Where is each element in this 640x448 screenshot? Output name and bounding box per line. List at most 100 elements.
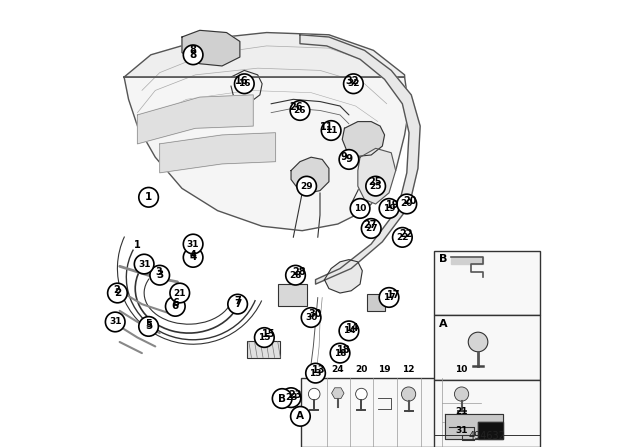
Text: 25: 25 xyxy=(369,181,382,191)
Text: 32: 32 xyxy=(347,79,360,88)
Text: 3: 3 xyxy=(156,267,162,276)
Text: 21: 21 xyxy=(173,289,186,297)
Circle shape xyxy=(397,194,417,214)
Text: 4: 4 xyxy=(189,252,196,263)
Circle shape xyxy=(170,283,189,303)
Circle shape xyxy=(321,121,341,140)
Text: 29: 29 xyxy=(300,181,313,191)
Text: 8: 8 xyxy=(189,45,196,56)
Text: 8: 8 xyxy=(189,50,196,60)
Text: 10: 10 xyxy=(456,365,468,374)
Text: 13: 13 xyxy=(309,369,322,378)
Text: 494632: 494632 xyxy=(468,431,506,441)
Text: 23: 23 xyxy=(288,389,301,400)
Text: 25: 25 xyxy=(368,177,381,187)
Text: 1: 1 xyxy=(145,192,152,202)
Text: 7: 7 xyxy=(234,296,241,306)
Text: 9: 9 xyxy=(346,155,353,164)
Text: 14: 14 xyxy=(346,323,359,333)
Polygon shape xyxy=(124,33,404,77)
Circle shape xyxy=(330,343,350,363)
Text: 15: 15 xyxy=(262,329,276,340)
Text: 31: 31 xyxy=(138,259,150,268)
Circle shape xyxy=(454,387,468,401)
Bar xyxy=(433,251,540,315)
Circle shape xyxy=(183,248,203,267)
Text: 13: 13 xyxy=(312,365,326,375)
Polygon shape xyxy=(124,77,409,231)
Text: 14: 14 xyxy=(342,326,355,336)
Text: 7: 7 xyxy=(234,299,241,309)
Text: 23: 23 xyxy=(285,393,298,402)
Text: 27: 27 xyxy=(365,224,378,233)
Circle shape xyxy=(308,388,320,400)
Circle shape xyxy=(183,234,203,254)
Text: 5: 5 xyxy=(145,319,152,329)
Text: 5: 5 xyxy=(145,321,152,332)
Text: 28: 28 xyxy=(292,267,306,277)
Text: 15: 15 xyxy=(258,333,271,342)
Circle shape xyxy=(255,328,274,347)
Bar xyxy=(433,380,540,447)
Text: A: A xyxy=(439,319,447,329)
Circle shape xyxy=(380,198,399,218)
Circle shape xyxy=(108,283,127,303)
Text: 12: 12 xyxy=(403,365,415,374)
Circle shape xyxy=(234,74,254,94)
Text: 9: 9 xyxy=(341,152,348,162)
Text: 26: 26 xyxy=(290,102,303,112)
Polygon shape xyxy=(332,388,344,399)
Text: 29: 29 xyxy=(308,365,321,374)
Polygon shape xyxy=(300,35,420,284)
Text: 30: 30 xyxy=(305,313,317,322)
Polygon shape xyxy=(445,414,502,439)
Circle shape xyxy=(134,254,154,274)
Circle shape xyxy=(285,265,305,285)
Text: 20: 20 xyxy=(401,199,413,208)
Circle shape xyxy=(290,101,310,120)
Text: 3: 3 xyxy=(156,270,163,280)
Text: 31: 31 xyxy=(455,426,468,435)
Text: 30: 30 xyxy=(308,310,321,319)
Circle shape xyxy=(380,288,399,307)
Text: 21: 21 xyxy=(455,407,468,417)
Text: 6: 6 xyxy=(172,302,179,311)
Polygon shape xyxy=(182,30,240,66)
Circle shape xyxy=(468,332,488,352)
Circle shape xyxy=(339,321,359,340)
Text: 19: 19 xyxy=(378,365,391,374)
Text: 28: 28 xyxy=(289,271,302,280)
Polygon shape xyxy=(324,260,362,293)
Text: 31: 31 xyxy=(187,240,200,249)
Text: B: B xyxy=(439,254,447,264)
Text: 4: 4 xyxy=(189,250,196,260)
Text: 32: 32 xyxy=(346,76,359,86)
Circle shape xyxy=(139,317,158,336)
Bar xyxy=(301,378,481,447)
Text: 16: 16 xyxy=(234,76,248,86)
Polygon shape xyxy=(291,157,329,193)
Circle shape xyxy=(362,219,381,238)
Text: A: A xyxy=(296,411,305,421)
Polygon shape xyxy=(358,148,396,204)
Text: 27: 27 xyxy=(364,220,377,230)
Polygon shape xyxy=(342,121,385,156)
Text: 20: 20 xyxy=(404,196,417,206)
Bar xyxy=(278,284,307,306)
Circle shape xyxy=(150,265,170,285)
Polygon shape xyxy=(160,133,275,173)
Polygon shape xyxy=(478,422,502,439)
Circle shape xyxy=(306,363,325,383)
Text: 1: 1 xyxy=(134,241,141,250)
Circle shape xyxy=(339,150,359,169)
Bar xyxy=(433,315,540,380)
Circle shape xyxy=(166,297,185,316)
Text: 31: 31 xyxy=(109,318,122,327)
Circle shape xyxy=(281,388,301,407)
Circle shape xyxy=(139,188,158,207)
Text: 24: 24 xyxy=(332,365,344,374)
Polygon shape xyxy=(451,258,483,264)
Text: 19: 19 xyxy=(386,200,399,210)
Text: 26: 26 xyxy=(294,106,306,115)
Circle shape xyxy=(350,198,370,218)
